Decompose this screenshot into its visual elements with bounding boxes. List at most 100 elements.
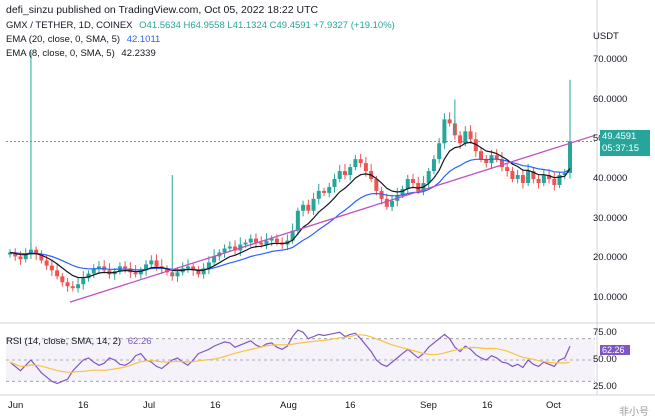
- current-price: 49.4591: [602, 131, 637, 142]
- ema20-line: [9, 158, 571, 271]
- candle-body: [227, 246, 232, 249]
- rsi-tick-label: 75.00: [593, 327, 617, 339]
- time-tick-label: Oct: [546, 400, 561, 411]
- candle-body: [458, 135, 463, 144]
- candle-body: [60, 276, 65, 283]
- candle-body: [185, 266, 190, 269]
- candle-body: [526, 171, 531, 183]
- candle-body: [437, 143, 442, 160]
- ohlc-close: C49.4591: [269, 20, 311, 31]
- candle-body: [426, 171, 431, 183]
- candle-body: [81, 278, 86, 285]
- candle-body: [468, 131, 473, 140]
- candle-body: [390, 200, 395, 207]
- candle-body: [327, 186, 332, 193]
- current-price-tag: 49.4591 05:37:15: [600, 130, 650, 156]
- bar-countdown: 05:37:15: [602, 143, 639, 154]
- candle-body: [410, 179, 415, 183]
- candle-body: [499, 159, 504, 168]
- candle-body: [353, 159, 358, 168]
- time-tick-label: 16: [78, 400, 89, 411]
- candle-body: [322, 190, 327, 193]
- price-tick-label: 70.0000: [593, 53, 628, 65]
- candle-body: [295, 210, 300, 231]
- symbol-legend: GMX / TETHER, 1D, COINEX O41.5634 H64.95…: [6, 20, 395, 31]
- candle-body: [442, 119, 447, 144]
- ema20-label: EMA (20, close, 0, SMA, 5): [6, 34, 121, 45]
- price-tick-label: 40.0000: [593, 173, 628, 184]
- candle-body: [447, 119, 452, 124]
- candle-body: [222, 248, 227, 253]
- candle-body: [274, 238, 279, 243]
- time-tick-label: 16: [345, 400, 356, 411]
- candle-body: [384, 198, 389, 207]
- candle-body: [311, 198, 316, 211]
- candle-body: [379, 190, 384, 199]
- ohlc-low: L41.1324: [227, 20, 267, 31]
- ema20-legend[interactable]: EMA (20, close, 0, SMA, 5) 42.1011: [6, 34, 160, 45]
- ema8-value: 42.2339: [121, 48, 156, 59]
- ohlc-open: O41.5634: [139, 20, 181, 31]
- candle-body: [510, 171, 515, 179]
- candle-body: [332, 179, 337, 187]
- candle-body: [28, 249, 33, 255]
- candle-body: [96, 266, 101, 269]
- price-tick-label: 10.0000: [593, 292, 628, 304]
- candle-body: [55, 270, 60, 277]
- trend-line: [69, 134, 596, 303]
- time-tick-label: 16: [482, 400, 493, 411]
- candle-body: [39, 254, 44, 261]
- ema20-value: 42.1011: [126, 34, 161, 45]
- candle-body: [154, 260, 159, 267]
- candle-body: [34, 249, 39, 255]
- candle-body: [8, 252, 12, 255]
- ohlc-high: H64.9558: [183, 20, 225, 31]
- candle-body: [13, 252, 18, 257]
- candle-body: [316, 190, 321, 199]
- candle-body: [536, 179, 541, 183]
- candle-body: [473, 139, 478, 152]
- candle-body: [233, 246, 238, 251]
- candle-body: [562, 173, 567, 176]
- price-axis-currency: USDT: [593, 31, 619, 42]
- rsi-legend[interactable]: RSI (14, close, SMA, 14, 2) 62.26: [6, 336, 152, 347]
- ema8-legend[interactable]: EMA (8, close, 0, SMA, 5) 42.2339: [6, 48, 156, 59]
- candle-body: [191, 266, 196, 271]
- price-tick-label: 30.0000: [593, 212, 628, 224]
- candle-body: [531, 171, 536, 179]
- candle-body: [541, 175, 546, 183]
- candle-body: [49, 265, 54, 271]
- rsi-tick-label: 25.00: [593, 380, 617, 392]
- candle-body: [248, 238, 253, 243]
- candle-body: [201, 268, 206, 275]
- candle-body: [264, 240, 269, 245]
- candle-body: [374, 179, 379, 191]
- rsi-value: 62.26: [127, 336, 152, 347]
- candle-body: [175, 272, 180, 277]
- candle-body: [505, 167, 510, 172]
- candle-body: [484, 159, 489, 164]
- time-tick-label: Jul: [143, 400, 156, 411]
- candle-body: [133, 272, 138, 275]
- candle-body: [196, 270, 201, 275]
- price-tick-label: 60.0000: [593, 93, 628, 105]
- ohlc-change: +7.9327 (+19.10%): [313, 20, 395, 31]
- candle-body: [547, 175, 552, 179]
- candle-body: [91, 268, 96, 274]
- candle-body: [65, 282, 70, 287]
- candle-body: [494, 155, 499, 160]
- candle-body: [363, 163, 368, 172]
- candle-body: [463, 131, 468, 144]
- candle-body: [149, 260, 154, 265]
- candle-body: [86, 273, 91, 279]
- candle-body: [70, 286, 75, 289]
- candle-body: [44, 260, 49, 266]
- candle-body: [342, 171, 347, 176]
- candle-body: [206, 262, 211, 269]
- time-tick-label: Sep: [420, 400, 437, 411]
- candle-body: [165, 268, 170, 273]
- rsi-current-tag: 62.26: [600, 345, 630, 355]
- candle-body: [358, 159, 363, 164]
